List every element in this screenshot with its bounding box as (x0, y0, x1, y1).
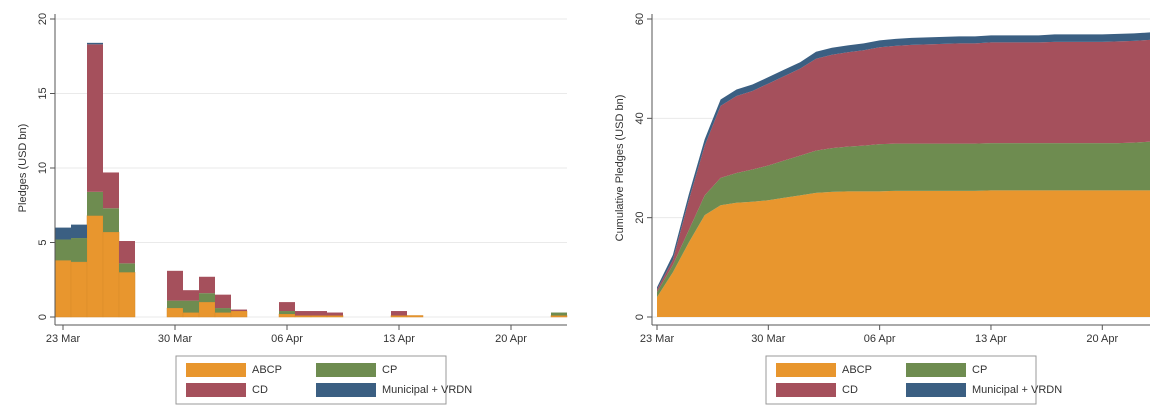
legend-swatch (776, 383, 836, 397)
bar (294, 315, 312, 318)
x-tick-label: 20 Apr (1086, 333, 1118, 345)
legend-label: CD (842, 384, 858, 396)
y-tick-label: 10 (37, 162, 49, 174)
bar (550, 315, 568, 318)
bar (87, 191, 103, 216)
x-tick-label: 13 Apr (975, 333, 1007, 345)
bar (215, 308, 231, 313)
x-tick-label: 30 Mar (751, 333, 786, 345)
bar (103, 172, 119, 209)
bar (295, 311, 311, 316)
y-tick-label: 0 (37, 314, 49, 320)
bar (119, 263, 135, 273)
y-tick-label: 20 (37, 13, 49, 25)
bar (86, 215, 104, 318)
legend-swatch (776, 363, 836, 377)
y-tick-label: 0 (634, 314, 646, 320)
bar (279, 311, 295, 315)
bar (391, 311, 407, 316)
bar (199, 276, 215, 294)
legend-label: CD (252, 384, 268, 396)
bar (70, 261, 88, 318)
legend-label: CP (972, 364, 987, 376)
bar (167, 300, 183, 309)
x-tick-label: 23 Mar (46, 333, 81, 345)
area (657, 141, 1150, 298)
bar (87, 44, 103, 192)
legend-swatch (186, 383, 246, 397)
legend-swatch (906, 363, 966, 377)
x-tick-label: 20 Apr (495, 333, 527, 345)
legend-swatch (186, 363, 246, 377)
bar (327, 312, 343, 316)
legend-swatch (906, 383, 966, 397)
bar (182, 312, 200, 318)
bar (278, 313, 296, 318)
legend-swatch (316, 383, 376, 397)
bar (230, 310, 248, 318)
area (657, 190, 1150, 317)
bar (119, 241, 135, 264)
legend-label: ABCP (842, 364, 872, 376)
bar (54, 260, 72, 318)
area (657, 39, 1150, 293)
x-tick-label: 30 Mar (158, 333, 193, 345)
x-tick-label: 06 Apr (271, 333, 303, 345)
y-axis-label: Pledges (USD bn) (17, 124, 29, 213)
bar (310, 315, 328, 318)
x-tick-label: 13 Apr (383, 333, 415, 345)
bar (390, 315, 408, 318)
bar (166, 307, 184, 318)
bar (102, 231, 120, 318)
bar (167, 270, 183, 301)
bar (215, 294, 231, 309)
bar (55, 227, 71, 240)
bar (551, 312, 567, 316)
bar (199, 293, 215, 303)
y-axis-label: Cumulative Pledges (USD bn) (614, 95, 626, 242)
bar (118, 272, 136, 318)
y-tick-label: 40 (634, 112, 646, 124)
bar (406, 315, 424, 318)
bar (55, 239, 71, 261)
bar (214, 312, 232, 318)
y-tick-label: 15 (37, 87, 49, 99)
bar (103, 208, 119, 233)
y-tick-label: 60 (634, 13, 646, 25)
legend-label: Municipal + VRDN (382, 384, 472, 396)
bar (326, 315, 344, 318)
bar (87, 42, 103, 45)
bar (183, 290, 199, 301)
legend-label: ABCP (252, 364, 282, 376)
x-tick-label: 23 Mar (640, 333, 675, 345)
bar (183, 300, 199, 313)
bar (71, 224, 87, 239)
y-tick-label: 20 (634, 212, 646, 224)
bar (279, 302, 295, 312)
x-tick-label: 06 Apr (864, 333, 896, 345)
bar (231, 309, 247, 312)
bar (198, 301, 216, 318)
bar (311, 311, 327, 316)
y-tick-label: 5 (37, 239, 49, 245)
legend-label: CP (382, 364, 397, 376)
bar (71, 238, 87, 262)
legend-label: Municipal + VRDN (972, 384, 1062, 396)
legend-swatch (316, 363, 376, 377)
